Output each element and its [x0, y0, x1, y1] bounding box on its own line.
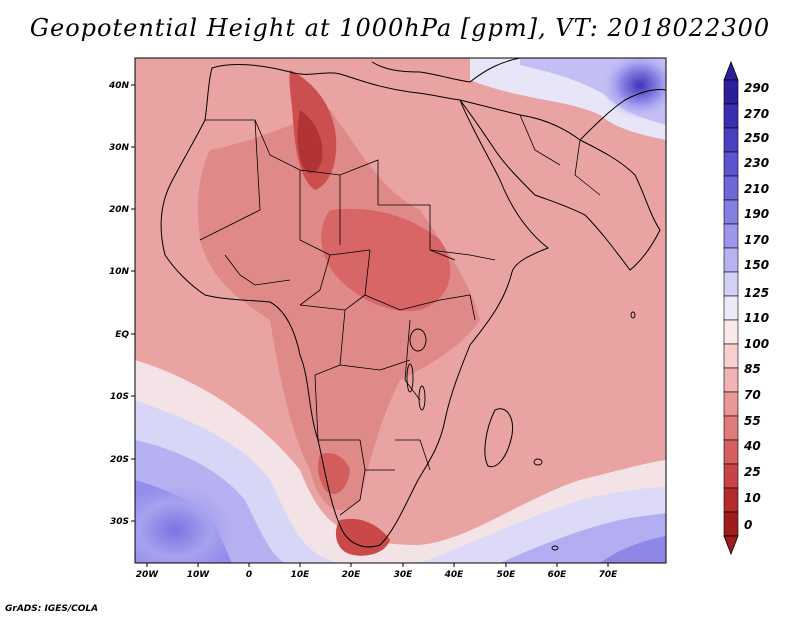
lat-label: 20S [110, 455, 129, 465]
lakes [406, 311, 636, 551]
map-title: Geopotential Height at 1000hPa [gpm], VT… [29, 14, 771, 42]
colorbar-label: 170 [744, 233, 769, 247]
colorbar-cell [723, 271, 739, 297]
colorbar-label: 100 [744, 337, 769, 351]
lat-label: 40N [108, 81, 130, 91]
colorbar-cell [723, 511, 739, 537]
colorbar-cell [723, 415, 739, 441]
colorbar-label: 210 [744, 182, 769, 196]
colorbar-top-arrow [723, 60, 739, 81]
lat-label: EQ [115, 330, 129, 340]
coastlines [160, 58, 666, 548]
colorbar-label: 250 [744, 131, 769, 145]
colorbar-cell [723, 223, 739, 249]
colorbar-cell [723, 127, 739, 153]
height-field [135, 58, 666, 563]
map-frame [134, 57, 667, 564]
colorbar-cells [723, 79, 739, 537]
lon-label: 40E [444, 570, 465, 580]
lon-label: 20W [136, 570, 160, 580]
colorbar-cell [723, 79, 739, 105]
lat-axis [131, 84, 135, 522]
colorbar-label: 290 [744, 81, 769, 95]
colorbar-cell [723, 343, 739, 369]
colorbar-label: 10 [744, 491, 761, 505]
lon-label: 20E [342, 570, 362, 580]
colorbar-label: 40 [743, 439, 761, 453]
colorbar-label: 110 [744, 311, 769, 325]
colorbar-label: 85 [744, 362, 761, 376]
lon-label: 10W [187, 570, 211, 580]
colorbar-label: 70 [744, 388, 761, 402]
colorbar-label: 125 [744, 286, 769, 300]
colorbar [723, 60, 739, 556]
lat-label: 30N [109, 143, 130, 153]
lat-label: 20N [109, 205, 130, 215]
lat-label: 30S [110, 517, 129, 527]
colorbar-cell [723, 175, 739, 201]
colorbar-cell [723, 319, 739, 345]
credit-text: GrADS: IGES/COLA [5, 604, 99, 614]
colorbar-label: 55 [744, 414, 761, 428]
lon-label: 30E [394, 570, 414, 580]
lon-label: 10E [291, 570, 311, 580]
colorbar-label: 230 [744, 156, 769, 170]
lon-label: 60E [548, 570, 568, 580]
colorbar-cell [723, 151, 739, 177]
colorbar-cell [723, 295, 739, 321]
colorbar-label: 270 [744, 107, 769, 121]
lon-label: 50E [497, 570, 517, 580]
lon-label: 70E [599, 570, 619, 580]
lat-label: 10S [110, 392, 129, 402]
country-borders [199, 114, 601, 516]
colorbar-label: 0 [744, 518, 752, 532]
colorbar-bottom-arrow [723, 535, 739, 556]
colorbar-cell [723, 439, 739, 465]
colorbar-cell [723, 103, 739, 129]
lon-label: 0 [246, 570, 252, 580]
colorbar-cell [723, 367, 739, 393]
lon-axis [146, 563, 609, 567]
lat-label: 10N [109, 267, 130, 277]
colorbar-label: 190 [744, 207, 769, 221]
colorbar-cell [723, 247, 739, 273]
colorbar-cell [723, 487, 739, 513]
colorbar-label: 150 [744, 258, 769, 272]
colorbar-label: 25 [744, 465, 761, 479]
colorbar-cell [723, 463, 739, 489]
colorbar-cell [723, 391, 739, 417]
colorbar-cell [723, 199, 739, 225]
